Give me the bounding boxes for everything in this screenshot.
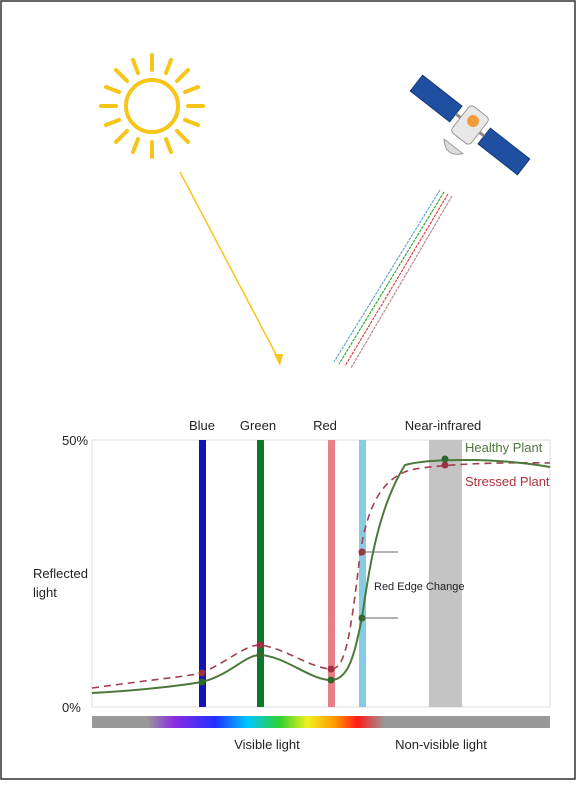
nir-band xyxy=(429,440,462,707)
spectrum-label: Non-visible light xyxy=(395,737,487,752)
legend-entry: Healthy Plant xyxy=(465,440,543,455)
red-edge-band xyxy=(359,440,366,707)
band-label: Green xyxy=(240,418,276,433)
y-axis-label: light xyxy=(33,585,57,600)
page: Blue Green Red Near-infrared Healthy Pla… xyxy=(0,0,576,785)
spectrum-bar xyxy=(92,716,550,728)
band-label: Blue xyxy=(189,418,215,433)
blue-band xyxy=(199,440,206,707)
legend-entry: Stressed Plant xyxy=(465,474,550,489)
y-tick-label: 50% xyxy=(62,433,88,448)
spectrum-label: Visible light xyxy=(234,737,300,752)
annotation: Red Edge Change xyxy=(374,581,465,593)
frame xyxy=(1,1,575,779)
y-axis-label: Reflected xyxy=(33,566,88,581)
band-label: Red xyxy=(313,418,337,433)
diagram: Blue Green Red Near-infrared Healthy Pla… xyxy=(0,0,576,780)
green-band xyxy=(257,440,264,707)
band-label: Near-infrared xyxy=(405,418,482,433)
y-tick-label: 0% xyxy=(62,700,81,715)
